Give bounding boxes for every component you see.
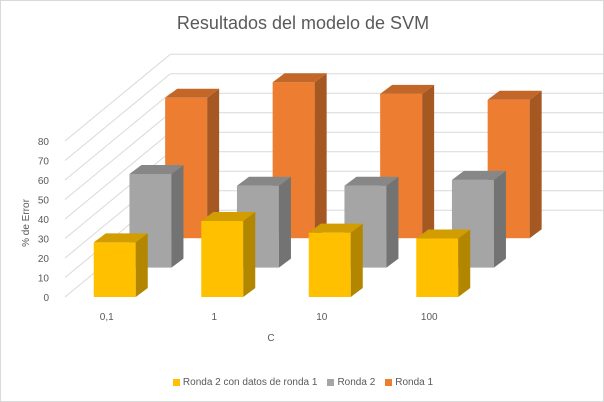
legend-swatch: [172, 379, 180, 386]
y-tick-label: 60: [38, 176, 50, 187]
bar-front: [308, 232, 351, 297]
gridline-diagonal: [64, 73, 171, 161]
chart-plot: 0 10 20 30 40 50 60 70 80 0,1 1 10 100 C % de Error: [21, 53, 604, 344]
x-tick-label: 10: [316, 312, 328, 323]
bar-front: [93, 242, 136, 297]
chart-title: Resultados del modelo de SVM: [176, 13, 430, 33]
legend-label: Ronda 1: [395, 377, 434, 388]
labels-layer: 0 10 20 30 40 50 60 70 80 0,1 1 10 100 C % de Error: [21, 137, 438, 344]
legend-item: Ronda 2: [327, 377, 375, 388]
bar-side: [207, 88, 220, 239]
legend-item: Ronda 2 con datos de ronda 1: [172, 377, 318, 388]
y-tick-label: 0: [43, 293, 49, 304]
x-tick-label: 0,1: [100, 312, 114, 323]
x-tick-label: 1: [211, 312, 217, 323]
x-axis-title: C: [267, 333, 274, 344]
bar-side: [386, 176, 399, 268]
gridline-diagonal: [64, 92, 171, 181]
legend: Ronda 2 con datos de ronda 1 Ronda 2 Ronda…: [1, 377, 604, 388]
bars-layer: [93, 73, 542, 297]
x-tick-label: 100: [421, 312, 438, 323]
legend-swatch: [327, 379, 335, 386]
bar-top: [308, 223, 363, 233]
gridline-diagonal: [64, 53, 171, 142]
bar-front: [416, 238, 459, 297]
bar-side: [493, 170, 506, 268]
bar-side: [529, 90, 542, 239]
bar-top: [201, 211, 256, 221]
bar-side: [350, 223, 363, 297]
bar-top: [129, 165, 184, 174]
y-tick-label: 10: [38, 274, 50, 285]
bar-top: [487, 90, 542, 100]
y-tick-label: 50: [38, 196, 50, 207]
bar-ronda-2-con-datos-de-ronda-1-3: [416, 229, 471, 297]
gridline-diagonal: [64, 131, 171, 220]
y-axis-title: % de Error: [21, 198, 32, 246]
bar-top: [416, 229, 471, 239]
legend-label: Ronda 2: [337, 377, 376, 388]
y-tick-label: 20: [38, 254, 50, 265]
bar-top: [236, 176, 291, 186]
bar-top: [93, 233, 148, 243]
bar-side: [422, 84, 435, 239]
bar-top: [344, 176, 399, 186]
bar-ronda-2-con-datos-de-ronda-1-1: [201, 211, 256, 297]
legend-swatch: [385, 379, 393, 386]
bar-side: [171, 165, 184, 268]
bar-side: [278, 176, 291, 268]
bar-ronda-2-con-datos-de-ronda-1-2: [308, 223, 363, 297]
gridline-diagonal: [64, 112, 171, 200]
y-tick-label: 80: [38, 137, 50, 148]
bar-side: [314, 73, 327, 239]
bar-front: [201, 220, 244, 297]
bar-side: [458, 229, 471, 297]
bar-top: [380, 84, 435, 94]
bar-side: [243, 211, 256, 297]
bar-top: [451, 170, 506, 180]
bar-ronda-2-con-datos-de-ronda-1-0: [93, 233, 148, 297]
legend-label: Ronda 2 con datos de ronda 1: [182, 377, 318, 388]
y-tick-label: 30: [38, 235, 50, 246]
y-tick-label: 70: [38, 157, 50, 168]
bar-side: [135, 233, 148, 297]
y-tick-label: 40: [38, 215, 50, 226]
legend-item: Ronda 1: [385, 377, 433, 388]
bar-top: [165, 88, 220, 98]
bar-top: [272, 73, 327, 83]
